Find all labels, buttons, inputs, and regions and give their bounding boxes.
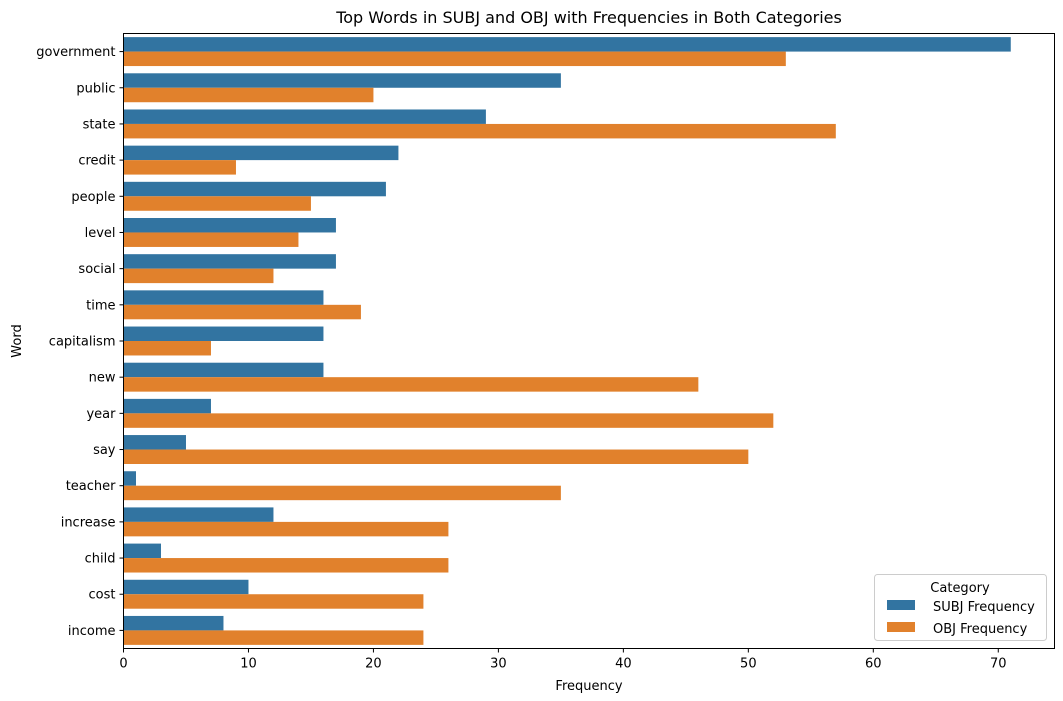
bar-obj-level [123, 232, 299, 247]
bar-subj-teacher [123, 471, 136, 486]
y-axis-title: Word [10, 324, 25, 357]
legend-title: Category [930, 581, 990, 596]
legend: Category SUBJ Frequency OBJ Frequency [874, 574, 1047, 641]
y-tick-label: teacher [66, 479, 116, 494]
y-tick-label: new [89, 371, 116, 386]
y-tick-label: people [71, 190, 115, 205]
x-tick-label: 70 [990, 657, 1007, 672]
y-tick-label: state [83, 117, 116, 132]
bar-obj-credit [123, 160, 236, 175]
x-tick-label: 60 [865, 657, 882, 672]
bar-subj-state [123, 109, 486, 124]
y-axis: government public state credit people level so… [36, 45, 124, 639]
x-tick-label: 50 [740, 657, 757, 672]
y-tick-label: social [78, 262, 115, 277]
bar-subj-child [123, 543, 161, 559]
x-tick-label: 20 [365, 657, 382, 672]
bar-subj-year [123, 398, 211, 414]
bar-subj-credit [123, 145, 399, 161]
bar-subj-capitalism [123, 326, 324, 341]
x-tick-label: 0 [119, 657, 127, 672]
y-tick-label: level [85, 226, 116, 241]
legend-label-subj: SUBJ Frequency [933, 600, 1035, 615]
bar-obj-cost [123, 594, 424, 609]
legend-box [874, 574, 1047, 641]
legend-label-obj: OBJ Frequency [933, 622, 1028, 637]
bar-obj-new [123, 377, 699, 392]
bar-obj-increase [123, 521, 449, 537]
x-axis-title: Frequency [555, 679, 622, 694]
bar-obj-people [123, 196, 311, 211]
x-axis: 0 10 20 30 40 50 60 70 [119, 648, 1007, 672]
y-tick-label: income [68, 624, 116, 639]
bar-subj-new [123, 362, 324, 378]
chart-title: Top Words in SUBJ and OBJ with Frequenci… [335, 8, 842, 27]
bar-obj-social [123, 268, 274, 284]
bar-subj-government [123, 37, 1011, 52]
bar-obj-child [123, 558, 449, 573]
bar-obj-state [123, 123, 836, 139]
bar-subj-level [123, 218, 336, 233]
bar-subj-time [123, 290, 324, 305]
y-tick-label: credit [78, 154, 115, 169]
y-tick-label: government [36, 45, 115, 60]
bar-obj-public [123, 87, 374, 103]
bar-subj-social [123, 254, 336, 269]
y-tick-label: child [85, 552, 116, 567]
y-tick-label: cost [89, 588, 116, 603]
y-tick-label: public [76, 81, 115, 96]
plot-frame [123, 33, 1055, 649]
bars-group [123, 37, 1011, 645]
y-tick-label: say [93, 443, 116, 458]
legend-swatch-subj [887, 600, 915, 610]
bar-obj-year [123, 413, 774, 428]
bar-obj-government [123, 51, 786, 67]
y-tick-label: increase [61, 515, 116, 530]
bar-obj-teacher [123, 485, 561, 501]
legend-swatch-obj [887, 622, 915, 632]
bar-obj-time [123, 304, 361, 320]
bar-subj-cost [123, 579, 249, 595]
x-tick-label: 30 [490, 657, 507, 672]
x-tick-label: 10 [240, 657, 257, 672]
bar-obj-capitalism [123, 341, 211, 356]
bar-subj-increase [123, 507, 274, 522]
bar-subj-public [123, 73, 561, 88]
bar-subj-say [123, 435, 186, 450]
x-tick-label: 40 [615, 657, 632, 672]
bar-subj-income [123, 615, 224, 631]
bar-subj-people [123, 181, 386, 197]
y-tick-label: time [86, 298, 115, 313]
bar-obj-income [123, 630, 424, 645]
y-tick-label: capitalism [49, 335, 116, 350]
bar-obj-say [123, 449, 749, 464]
y-tick-label: year [86, 407, 116, 422]
